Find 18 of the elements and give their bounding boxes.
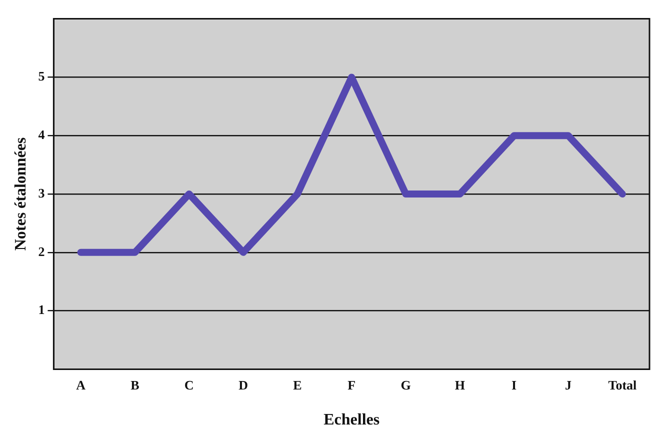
x-tick-label: Total <box>608 377 638 392</box>
y-tick-label: 2 <box>38 244 45 259</box>
x-tick-label: E <box>293 377 302 392</box>
x-tick-label: G <box>400 377 411 392</box>
x-axis-title: Echelles <box>324 412 380 429</box>
y-tick-label: 3 <box>38 185 46 200</box>
x-tick-label: D <box>238 377 248 392</box>
x-tick-label: H <box>454 377 465 392</box>
y-axis-title: Notes étalonnées <box>12 137 30 251</box>
x-tick-label: F <box>348 377 356 392</box>
x-tick-label: B <box>130 377 140 392</box>
x-tick-label: I <box>512 377 517 392</box>
x-tick-label: J <box>565 377 572 392</box>
y-tick-label: 4 <box>38 126 46 142</box>
y-tick-label: 1 <box>38 302 45 318</box>
y-tick-label: 5 <box>38 68 46 84</box>
x-tick-label: A <box>76 377 86 392</box>
x-tick-label: C <box>184 377 194 392</box>
